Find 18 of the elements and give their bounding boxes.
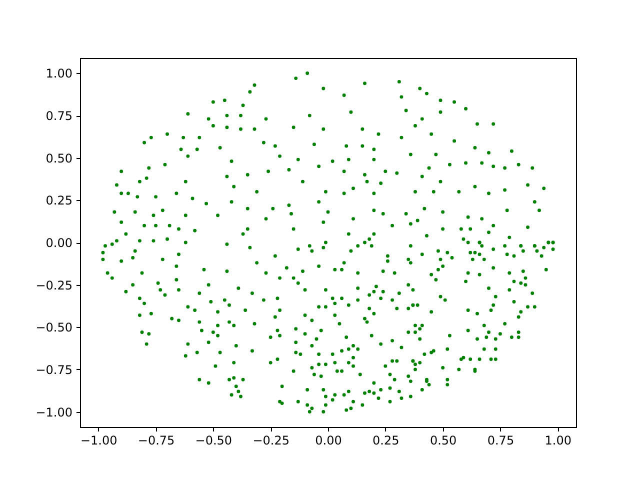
y-tick-label: −1.00 xyxy=(36,405,72,420)
x-tick-label: 0.00 xyxy=(315,434,342,448)
x-tick-label: −0.25 xyxy=(252,434,290,448)
y-tick-label: −0.75 xyxy=(36,362,72,377)
x-tick-label: −1.00 xyxy=(80,434,118,448)
y-tick-label: −0.25 xyxy=(36,278,72,292)
x-tick-label: 1.00 xyxy=(544,434,572,448)
x-tick-label: 0.25 xyxy=(372,434,400,448)
x-tick-label: −0.75 xyxy=(138,434,175,448)
y-tick-label: −0.50 xyxy=(36,320,72,335)
y-tick-label: 1.00 xyxy=(46,66,72,81)
x-tick-label: 0.50 xyxy=(430,434,457,448)
x-tick-label: −0.50 xyxy=(195,434,232,448)
y-tick-label: 0.25 xyxy=(46,194,72,208)
y-tick-label: 0.50 xyxy=(46,151,72,166)
y-tick-label: 0.75 xyxy=(46,109,72,124)
y-tick-label: 0.00 xyxy=(46,236,72,250)
x-tick-label: 0.75 xyxy=(487,434,514,448)
